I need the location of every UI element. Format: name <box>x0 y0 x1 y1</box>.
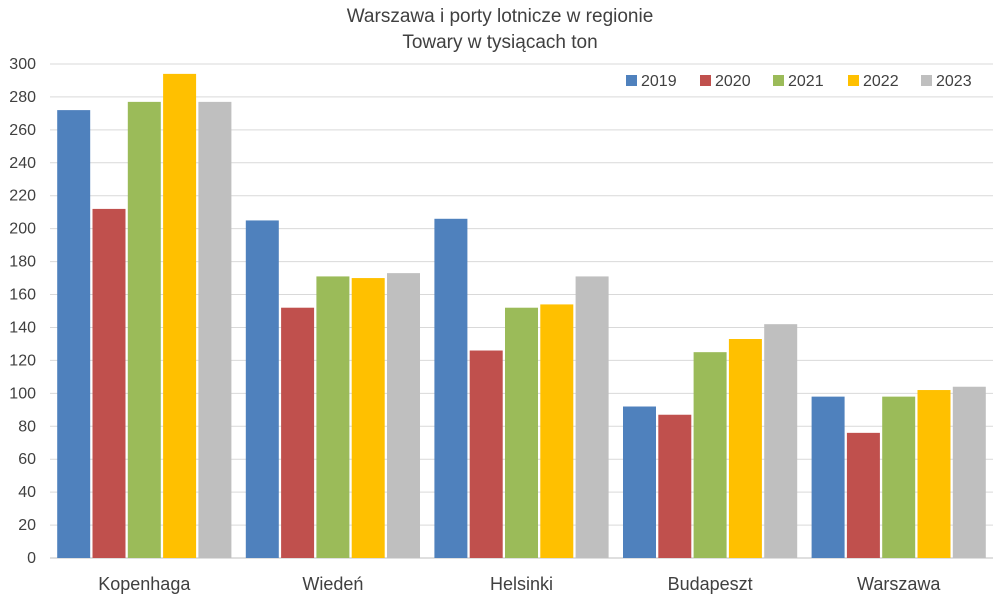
y-tick-label: 100 <box>9 385 36 402</box>
bar-helsinki-2023 <box>575 276 609 558</box>
legend-swatch-2020 <box>700 75 711 86</box>
legend-label: 2023 <box>936 73 972 90</box>
bar-wiedeń-2021 <box>316 276 350 558</box>
bar-helsinki-2019 <box>434 218 468 558</box>
y-tick-label: 220 <box>9 188 36 205</box>
y-tick-label: 240 <box>9 155 36 172</box>
bar-budapeszt-2019 <box>623 406 656 558</box>
y-tick-label: 20 <box>18 517 36 534</box>
y-tick-label: 60 <box>18 451 36 468</box>
bar-kopenhaga-2020 <box>92 208 126 558</box>
legend-swatch-2022 <box>848 75 859 86</box>
bar-kopenhaga-2019 <box>57 110 91 559</box>
x-category-label: Warszawa <box>857 574 941 594</box>
y-tick-label: 280 <box>9 89 36 106</box>
y-tick-label: 40 <box>18 484 36 501</box>
bar-budapeszt-2022 <box>728 338 762 558</box>
bar-helsinki-2021 <box>505 307 538 558</box>
y-tick-label: 200 <box>9 221 36 238</box>
y-tick-label: 160 <box>9 287 36 304</box>
bar-warszawa-2023 <box>952 386 986 558</box>
y-tick-label: 300 <box>9 56 36 73</box>
legend-label: 2022 <box>863 73 899 90</box>
bar-wiedeń-2023 <box>387 273 420 558</box>
bar-warszawa-2021 <box>882 396 916 558</box>
bar-kopenhaga-2022 <box>163 73 197 558</box>
chart-subtitle: Towary w tysiącach ton <box>402 32 597 53</box>
y-axis-ticks: 0 20 40 60 80 100 120 140 160 180 200 220 240 260 280 3… <box>9 56 36 567</box>
legend-swatch-2021 <box>773 75 784 86</box>
chart-title: Warszawa i porty lotnicze w regionie <box>347 6 654 27</box>
bar-wiedeń-2020 <box>281 307 315 558</box>
bar-warszawa-2020 <box>846 432 880 558</box>
bar-budapeszt-2021 <box>693 352 727 558</box>
y-tick-label: 140 <box>9 319 36 336</box>
bar-kopenhaga-2021 <box>127 101 161 558</box>
legend: 2019 2020 2021 2022 2023 <box>626 73 972 90</box>
y-tick-label: 180 <box>9 254 36 271</box>
bar-kopenhaga-2023 <box>198 101 232 558</box>
bar-wiedeń-2022 <box>351 278 385 558</box>
bar-warszawa-2022 <box>917 390 951 558</box>
bar-helsinki-2022 <box>540 304 574 558</box>
bar-budapeszt-2020 <box>658 414 692 558</box>
y-tick-label: 80 <box>18 418 36 435</box>
y-tick-label: 120 <box>9 352 36 369</box>
x-category-label: Wiedeń <box>302 574 363 594</box>
legend-label: 2019 <box>641 73 677 90</box>
legend-swatch-2019 <box>626 75 637 86</box>
legend-label: 2020 <box>715 73 751 90</box>
bar-wiedeń-2019 <box>245 220 279 558</box>
x-category-label: Budapeszt <box>668 574 753 594</box>
y-tick-label: 0 <box>27 550 36 567</box>
bar-budapeszt-2023 <box>764 324 798 558</box>
bars <box>57 73 986 559</box>
x-axis-labels: Kopenhaga Wiedeń Helsinki Budapeszt Warszawa <box>98 574 941 594</box>
bar-helsinki-2020 <box>469 350 503 558</box>
legend-swatch-2023 <box>921 75 932 86</box>
x-category-label: Helsinki <box>490 574 553 594</box>
legend-label: 2021 <box>788 73 824 90</box>
y-tick-label: 260 <box>9 122 36 139</box>
bar-warszawa-2019 <box>811 396 845 558</box>
x-category-label: Kopenhaga <box>98 574 191 594</box>
